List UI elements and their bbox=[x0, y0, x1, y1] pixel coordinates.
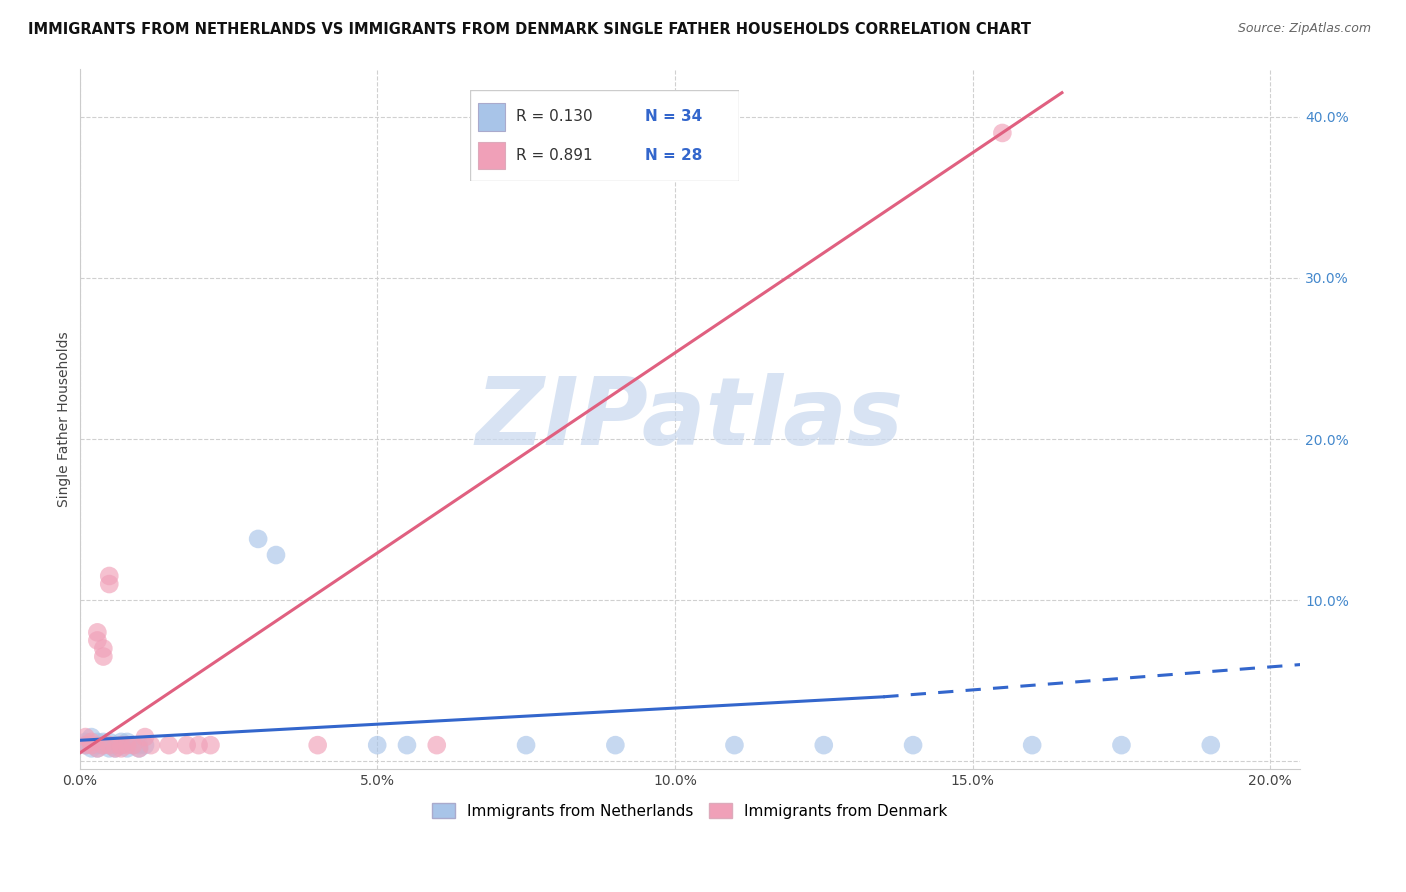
Point bbox=[723, 738, 745, 752]
Point bbox=[187, 738, 209, 752]
Point bbox=[110, 738, 132, 752]
Point bbox=[991, 126, 1014, 140]
Text: IMMIGRANTS FROM NETHERLANDS VS IMMIGRANTS FROM DENMARK SINGLE FATHER HOUSEHOLDS : IMMIGRANTS FROM NETHERLANDS VS IMMIGRANT… bbox=[28, 22, 1031, 37]
Point bbox=[139, 738, 162, 752]
Point bbox=[157, 738, 180, 752]
Point bbox=[80, 735, 103, 749]
Point bbox=[134, 738, 156, 752]
Point bbox=[115, 741, 138, 756]
Point bbox=[91, 738, 114, 752]
Text: Source: ZipAtlas.com: Source: ZipAtlas.com bbox=[1237, 22, 1371, 36]
Point bbox=[91, 735, 114, 749]
Point bbox=[115, 738, 138, 752]
Point bbox=[98, 577, 121, 591]
Point bbox=[104, 741, 127, 756]
Point bbox=[80, 741, 103, 756]
Point bbox=[200, 738, 222, 752]
Y-axis label: Single Father Households: Single Father Households bbox=[58, 331, 72, 507]
Point bbox=[75, 738, 97, 752]
Point bbox=[128, 741, 150, 756]
Point bbox=[1111, 738, 1133, 752]
Point bbox=[91, 738, 114, 752]
Point bbox=[80, 738, 103, 752]
Point bbox=[110, 738, 132, 752]
Point bbox=[98, 735, 121, 749]
Point bbox=[86, 735, 108, 749]
Point bbox=[813, 738, 835, 752]
Legend: Immigrants from Netherlands, Immigrants from Denmark: Immigrants from Netherlands, Immigrants … bbox=[426, 797, 953, 825]
Point bbox=[86, 741, 108, 756]
Point bbox=[134, 730, 156, 744]
Point bbox=[901, 738, 924, 752]
Point bbox=[426, 738, 449, 752]
Point bbox=[86, 741, 108, 756]
Point bbox=[110, 741, 132, 756]
Point bbox=[128, 741, 150, 756]
Point bbox=[264, 548, 287, 562]
Point bbox=[104, 741, 127, 756]
Text: ZIPatlas: ZIPatlas bbox=[475, 373, 904, 465]
Point bbox=[1199, 738, 1222, 752]
Point bbox=[91, 649, 114, 664]
Point bbox=[307, 738, 329, 752]
Point bbox=[366, 738, 388, 752]
Point bbox=[1021, 738, 1043, 752]
Point bbox=[75, 735, 97, 749]
Point bbox=[80, 730, 103, 744]
Point bbox=[104, 738, 127, 752]
Point bbox=[86, 633, 108, 648]
Point bbox=[515, 738, 537, 752]
Point bbox=[98, 569, 121, 583]
Point bbox=[86, 738, 108, 752]
Point bbox=[128, 738, 150, 752]
Point bbox=[122, 738, 145, 752]
Point bbox=[122, 738, 145, 752]
Point bbox=[176, 738, 198, 752]
Point bbox=[98, 738, 121, 752]
Point bbox=[247, 532, 270, 546]
Point bbox=[75, 738, 97, 752]
Point bbox=[75, 730, 97, 744]
Point bbox=[86, 625, 108, 640]
Point bbox=[91, 641, 114, 656]
Point bbox=[395, 738, 418, 752]
Point bbox=[110, 735, 132, 749]
Point bbox=[98, 741, 121, 756]
Point bbox=[605, 738, 627, 752]
Point bbox=[115, 735, 138, 749]
Point bbox=[98, 738, 121, 752]
